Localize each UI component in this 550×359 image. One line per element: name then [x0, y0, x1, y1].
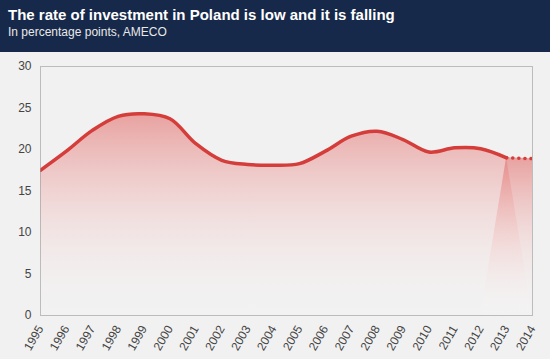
- svg-text:1996: 1996: [47, 323, 73, 353]
- svg-text:10: 10: [18, 225, 32, 239]
- svg-text:2011: 2011: [436, 323, 461, 353]
- svg-text:1995: 1995: [21, 323, 47, 353]
- html-text:In percentage points, AMECO: In percentage points, AMECO: [8, 25, 167, 39]
- svg-text:2008: 2008: [358, 323, 384, 353]
- svg-text:1997: 1997: [73, 323, 99, 353]
- svg-text:2004: 2004: [254, 323, 280, 353]
- svg-text:2013: 2013: [487, 323, 513, 353]
- svg-text:15: 15: [18, 184, 32, 198]
- svg-text:2005: 2005: [280, 323, 306, 353]
- svg-text:30: 30: [18, 59, 32, 73]
- svg-text:2014: 2014: [513, 323, 539, 353]
- svg-text:0: 0: [25, 308, 32, 322]
- svg-text:2000: 2000: [150, 323, 176, 353]
- html-text:The rate of investment in Pola: The rate of investment in Poland is low …: [8, 6, 395, 23]
- svg-text:2006: 2006: [306, 323, 332, 353]
- svg-text:5: 5: [25, 267, 32, 281]
- svg-text:1999: 1999: [125, 323, 151, 353]
- svg-text:20: 20: [18, 142, 32, 156]
- svg-text:1998: 1998: [99, 323, 125, 353]
- svg-text:25: 25: [18, 101, 32, 115]
- svg-text:2007: 2007: [332, 323, 358, 353]
- svg-text:2002: 2002: [202, 323, 228, 353]
- svg-text:2003: 2003: [228, 323, 254, 353]
- svg-text:2010: 2010: [409, 323, 435, 353]
- svg-text:2001: 2001: [176, 323, 202, 353]
- svg-text:2009: 2009: [383, 323, 409, 353]
- svg-text:2012: 2012: [461, 323, 487, 353]
